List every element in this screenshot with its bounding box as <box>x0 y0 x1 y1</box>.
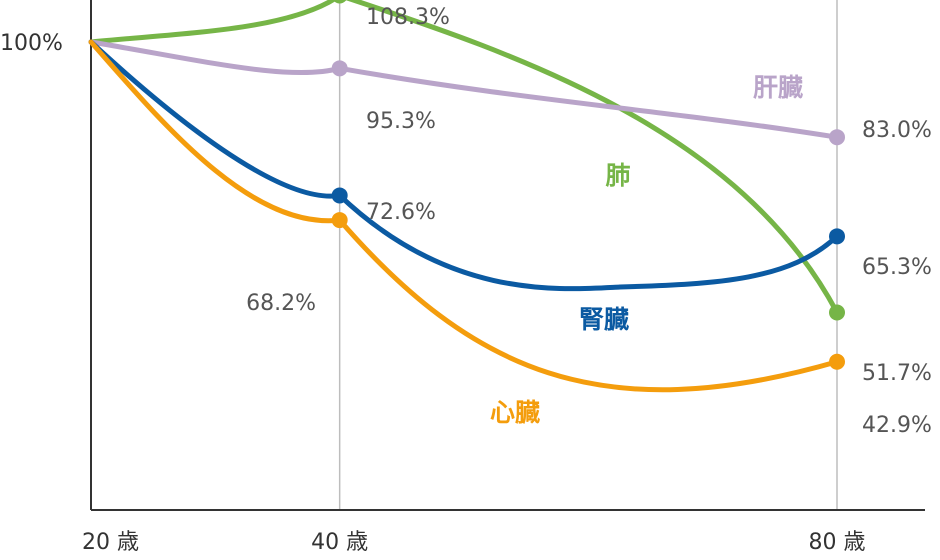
series-line <box>88 39 840 140</box>
data-label: 42.9% <box>862 413 932 438</box>
grid-lines <box>338 0 838 510</box>
data-point <box>829 304 845 321</box>
data-label: 72.6% <box>366 200 436 225</box>
series-name-label: 肝臓 <box>753 73 803 102</box>
data-label: 83.0% <box>862 118 932 143</box>
x-tick-label: 20 歳 <box>82 530 139 555</box>
series-3 <box>88 39 845 393</box>
data-point <box>829 353 845 370</box>
y-tick-label: 100% <box>0 31 63 56</box>
data-label: 65.3% <box>862 255 932 280</box>
data-label: 51.7% <box>862 361 932 386</box>
series-line <box>88 0 840 315</box>
series-name-label: 肺 <box>605 161 630 190</box>
data-point <box>331 212 348 229</box>
data-point <box>331 60 348 77</box>
data-point <box>331 187 348 204</box>
series-0 <box>88 0 845 321</box>
series-line <box>88 39 840 393</box>
data-label: 68.2% <box>246 291 316 316</box>
tick-labels: 20 歳 40 歳 80 歳 100% <box>0 31 866 555</box>
data-labels: 108.3% 51.7% 肺 95.3% 83.0% 肝臓 72.6% 65.3% 腎臓 68.2… <box>246 5 932 438</box>
data-point <box>333 0 347 4</box>
series-2 <box>88 39 845 292</box>
series-group <box>88 0 845 393</box>
data-point <box>829 129 845 146</box>
series-name-label: 心臓 <box>490 398 540 427</box>
x-tick-label: 40 歳 <box>311 530 368 555</box>
data-label: 108.3% <box>366 5 450 30</box>
data-point <box>829 228 845 245</box>
series-name-label: 腎臓 <box>579 305 629 334</box>
x-tick-label: 80 歳 <box>809 530 866 555</box>
series-1 <box>88 39 845 146</box>
data-label: 95.3% <box>366 109 436 134</box>
series-line <box>88 39 840 292</box>
axes <box>90 0 925 511</box>
